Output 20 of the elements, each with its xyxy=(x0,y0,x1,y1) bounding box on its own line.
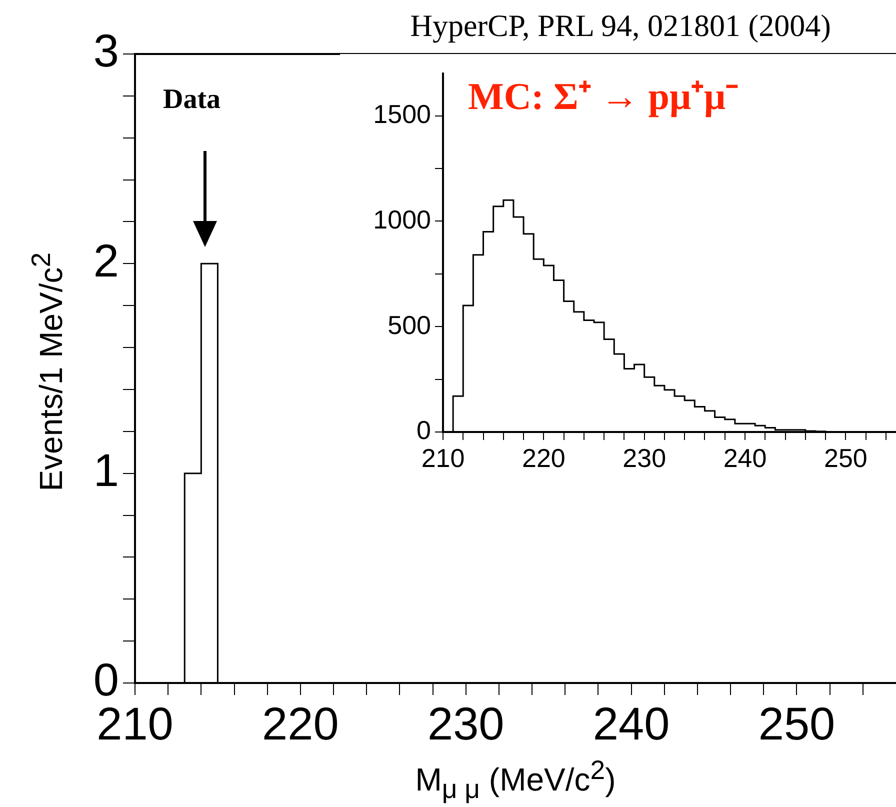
y-tick-label: 500 xyxy=(388,310,431,340)
x-tick-label: 210 xyxy=(421,442,465,473)
x-tick-label: 250 xyxy=(824,442,868,473)
y-tick-label: 2 xyxy=(93,234,119,286)
y-tick-label: 1000 xyxy=(373,204,431,234)
y-tick-label: 3 xyxy=(93,24,119,77)
x-tick-label: 250 xyxy=(758,697,836,750)
x-tick-label: 240 xyxy=(592,697,670,750)
chart-title: MC: Σ⁺ → pμ⁺μ⁻ xyxy=(468,75,739,120)
x-axis-title: M$_{μ μ}$ (MeV/c$^{2}$) xyxy=(414,755,617,806)
y-tick-label: 1 xyxy=(93,444,119,496)
y-tick-label: 0 xyxy=(416,415,431,446)
x-tick-label: 220 xyxy=(522,442,566,473)
annotation: Data xyxy=(163,84,221,116)
chart-title: HyperCP, PRL 94, 021801 (2004) xyxy=(409,8,832,44)
y-tick-label: 1500 xyxy=(373,98,431,129)
x-tick-label: 240 xyxy=(723,442,767,473)
x-tick-label: 220 xyxy=(262,697,339,750)
x-tick-label: 230 xyxy=(622,442,666,473)
x-tick-label: 230 xyxy=(427,697,504,750)
